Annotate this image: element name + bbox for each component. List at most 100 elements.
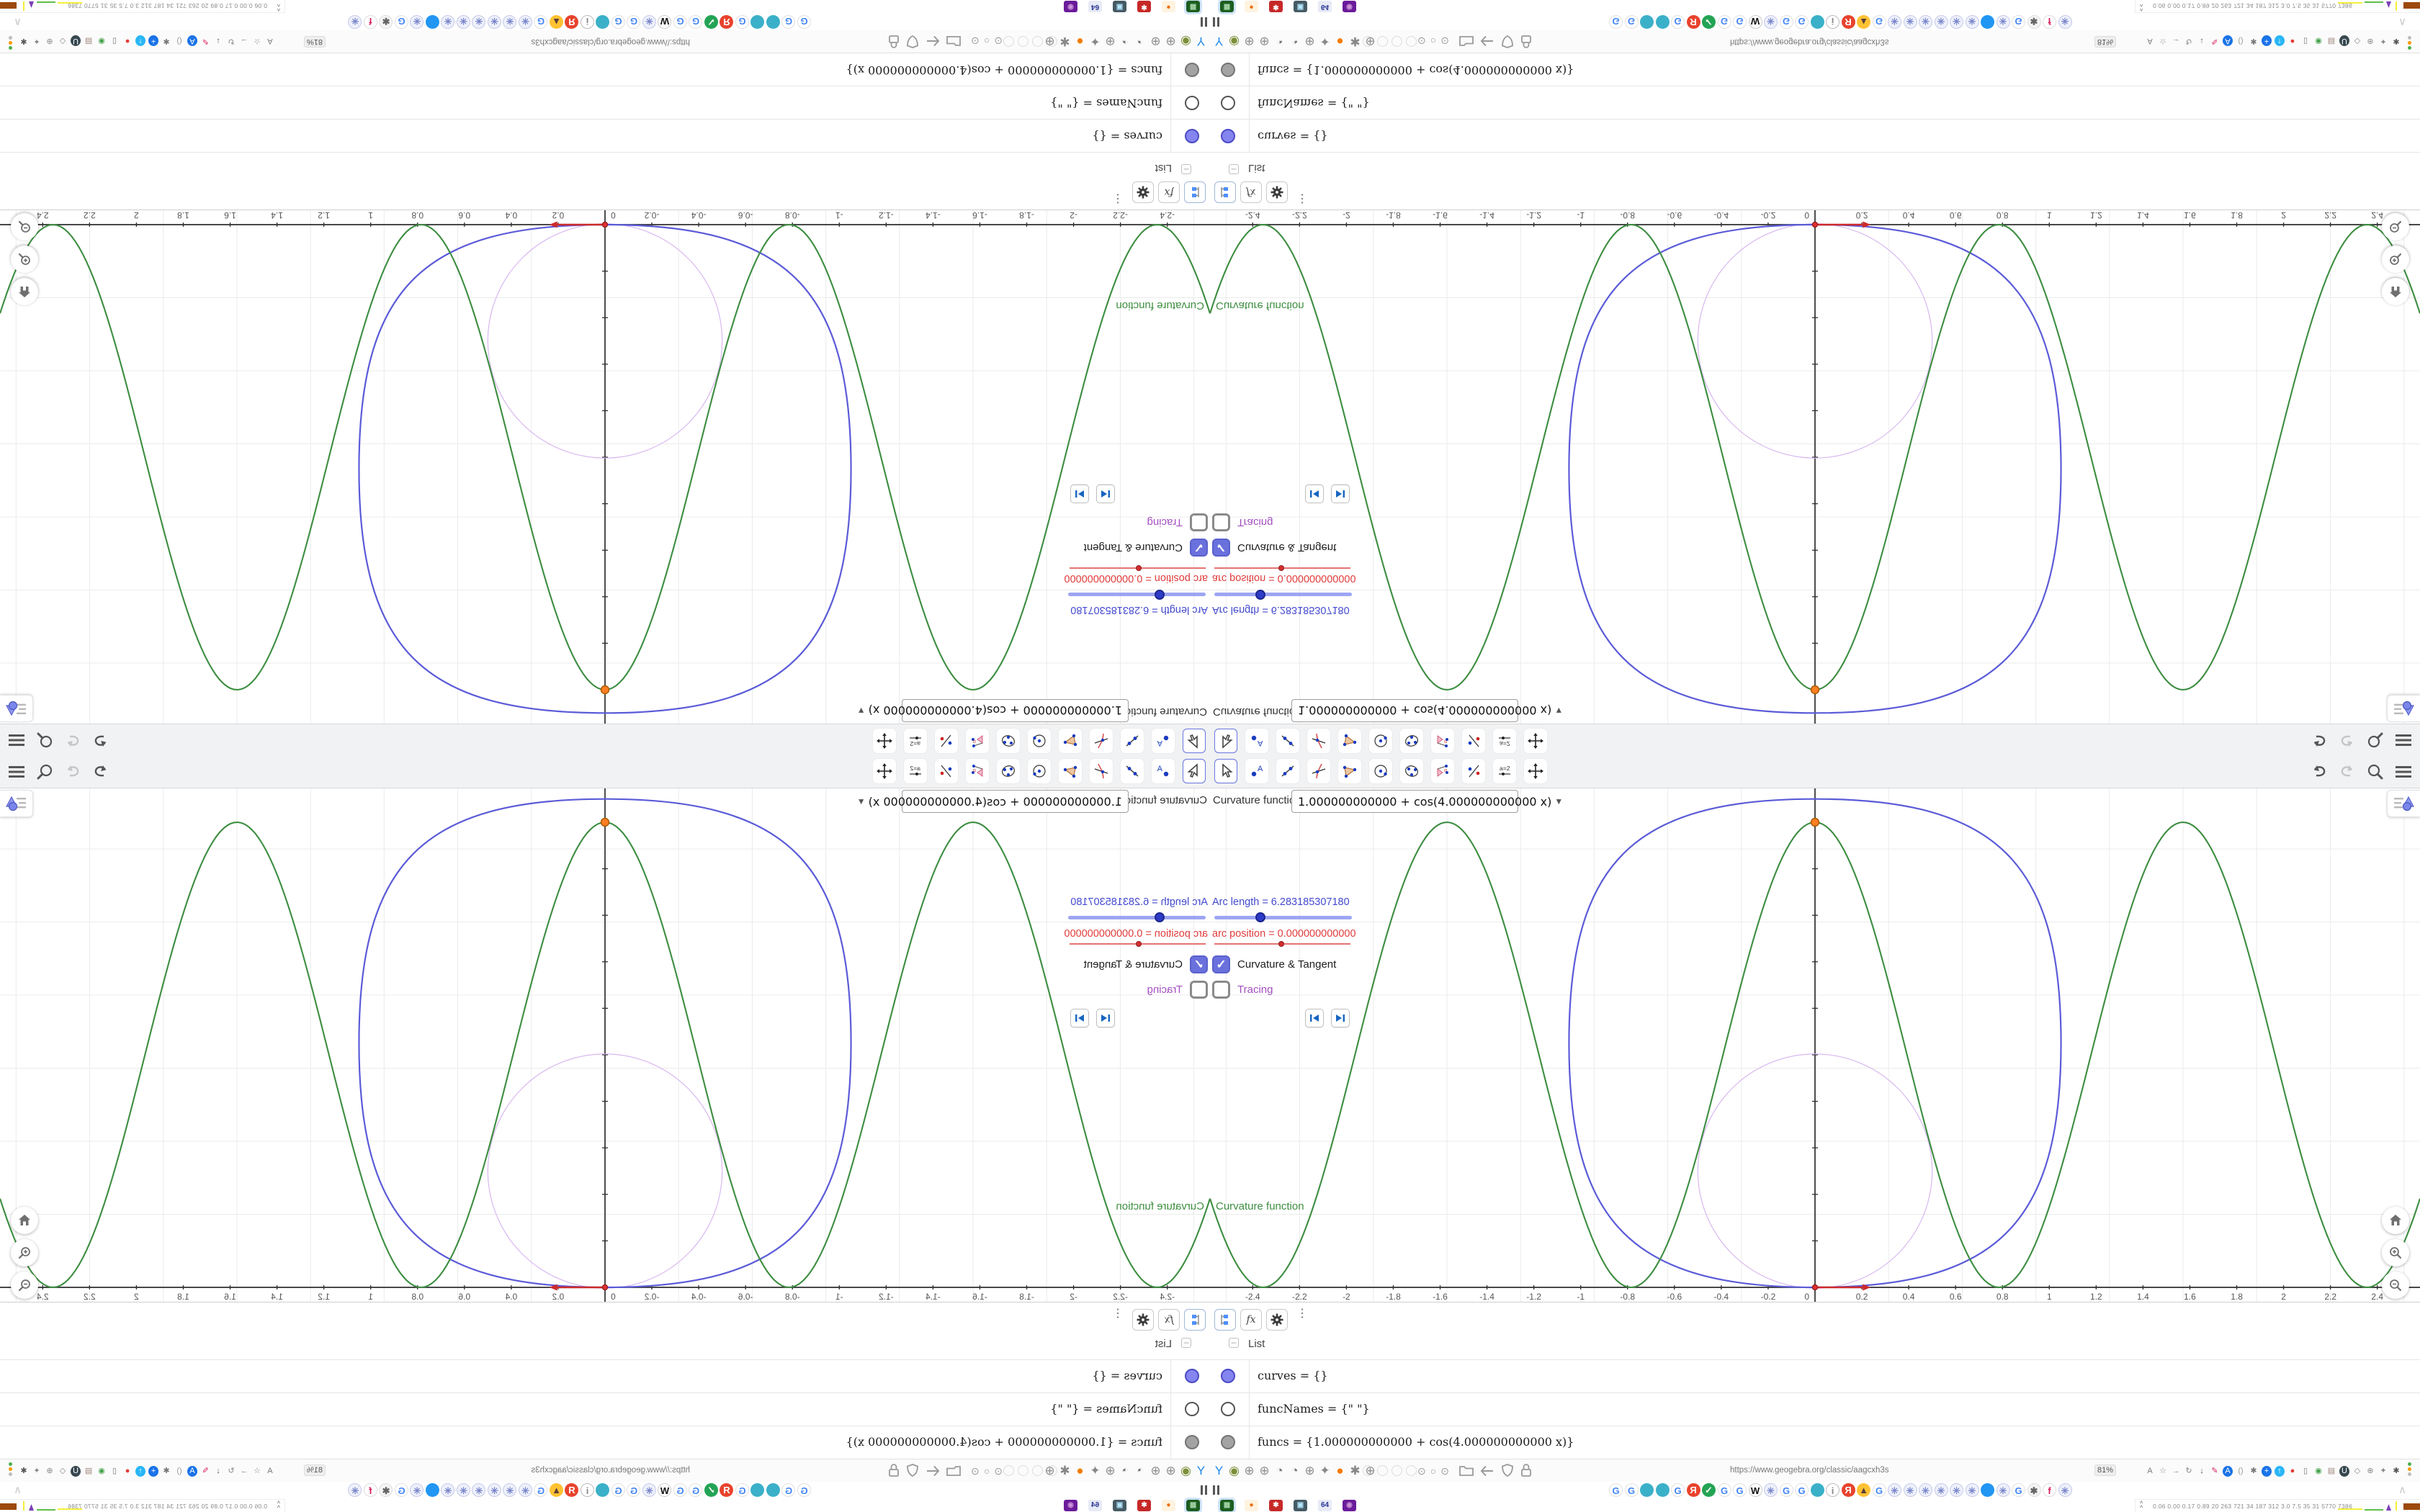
monitor-chevrons-icon[interactable]: ^ ^ — [2140, 1, 2143, 12]
icon[interactable]: ▲ — [550, 1483, 563, 1497]
view-options-card[interactable] — [2387, 695, 2420, 722]
icon[interactable]: ● — [1162, 1500, 1175, 1511]
curvature-closed-curve[interactable] — [358, 798, 852, 1289]
menu-button[interactable] — [2393, 761, 2414, 783]
menu-button[interactable] — [6, 761, 27, 783]
icon[interactable]: ✱ — [2393, 1466, 2400, 1475]
icon[interactable]: + — [2262, 35, 2272, 47]
icon[interactable]: ⊕ — [1244, 1464, 1255, 1477]
menu-button[interactable] — [2393, 729, 2414, 751]
icon[interactable]: ● — [1076, 1464, 1084, 1477]
skip-to-start-button[interactable] — [1305, 1009, 1324, 1027]
icon[interactable]: ✳ — [1996, 1483, 2010, 1497]
icon[interactable]: ◉ — [98, 37, 105, 46]
zoom-search-button[interactable] — [34, 729, 55, 751]
icon[interactable] — [750, 15, 765, 29]
icon[interactable]: ☆ — [254, 37, 261, 46]
tool-tangent-button[interactable] — [1090, 759, 1113, 783]
slider-thumb[interactable] — [1278, 565, 1284, 571]
skip-to-end-button[interactable] — [1070, 485, 1089, 503]
icon[interactable]: A — [2147, 1466, 2153, 1475]
icon[interactable] — [1640, 15, 1654, 29]
graph-canvas[interactable]: -2.4 -2.2 -2 -1.8 -1.6 -1.4 -1.2 -1 -0.8 -0.6 -0.4… — [1210, 210, 2420, 724]
tool-ellipse-button[interactable] — [997, 759, 1020, 783]
icon[interactable] — [426, 1483, 439, 1497]
icon[interactable]: ✦ — [2380, 37, 2387, 46]
icon[interactable]: G — [395, 15, 408, 29]
icon[interactable]: ◉ — [1229, 1464, 1240, 1477]
dropdown-caret-icon[interactable]: ▼ — [856, 706, 866, 716]
icon[interactable]: ◉ — [1064, 1500, 1077, 1511]
tool-move-button[interactable] — [1214, 729, 1237, 753]
icon[interactable] — [596, 1483, 610, 1497]
icon[interactable]: ● — [1245, 1500, 1258, 1511]
zoom-out-button[interactable] — [11, 213, 38, 240]
slider-thumb[interactable] — [1155, 590, 1165, 600]
zoom-in-button[interactable] — [2382, 246, 2409, 273]
icon[interactable]: ✓ — [1702, 15, 1716, 29]
icon[interactable]: ✎ — [202, 1466, 209, 1475]
icon[interactable]: ✎ — [2211, 37, 2218, 46]
icon[interactable]: ● — [125, 37, 130, 46]
tool-slider-button[interactable]: a=2 — [904, 759, 927, 783]
icon[interactable]: ◔ — [1137, 35, 1144, 48]
icon[interactable]: f — [364, 15, 377, 29]
shield-icon[interactable] — [1500, 1463, 1515, 1477]
icon[interactable]: G — [781, 1483, 796, 1497]
icon[interactable]: ✱ — [1059, 35, 1070, 48]
tool-slider-button[interactable]: a=2 — [1493, 729, 1516, 753]
icon[interactable]: ✱ — [2027, 1483, 2041, 1497]
icon[interactable]: G — [1624, 1483, 1639, 1497]
icon[interactable]: ↓ — [2200, 37, 2204, 46]
algebra-row-funcs[interactable]: funcs = {1.000000000000 + cos(4.00000000… — [1210, 53, 2420, 86]
collapse-chevron-icon[interactable]: ∧ — [2398, 16, 2406, 28]
icon[interactable]: U — [2339, 35, 2349, 47]
icon[interactable]: ✓ — [704, 15, 718, 29]
icon[interactable]: ✱ — [1137, 1500, 1151, 1511]
more-options-icon[interactable]: ⋮ — [1112, 1308, 1124, 1320]
icon[interactable]: ✱ — [2027, 15, 2041, 29]
icon[interactable]: 64 — [1088, 1, 1102, 12]
tree-view-button[interactable] — [1214, 181, 1236, 203]
curve-maximum-point[interactable] — [1810, 817, 1820, 827]
tool-ellipse-button[interactable] — [1400, 729, 1423, 753]
tool-circle-button[interactable] — [1369, 759, 1392, 783]
function-input[interactable]: 1.000000000000 + cos(4.000000000000 x) ▼ — [1291, 790, 1563, 813]
icon[interactable]: ✳ — [1996, 15, 2010, 29]
icon[interactable]: ✱ — [1059, 1464, 1070, 1477]
icon[interactable]: A — [2223, 35, 2233, 47]
icon[interactable]: G — [1609, 15, 1623, 29]
arc-position-slider[interactable] — [1035, 564, 1208, 571]
icon[interactable]: ↓ — [2200, 1466, 2204, 1475]
dropdown-caret-icon[interactable]: ▼ — [1554, 796, 1564, 806]
icon[interactable]: ✳ — [488, 1483, 501, 1497]
icon[interactable]: ✱ — [20, 37, 27, 46]
tool-reflect-button[interactable] — [935, 729, 958, 753]
redo-button[interactable] — [62, 729, 84, 751]
icon[interactable] — [1981, 15, 1994, 29]
icon[interactable] — [596, 15, 610, 29]
url-text[interactable]: https://www.geogebra.org/classic/aagcxh3… — [531, 1466, 690, 1475]
tool-polygon-button[interactable] — [1059, 759, 1082, 783]
icon[interactable]: A — [187, 1465, 197, 1477]
curvature-tangent-checkbox[interactable]: ✓ — [1190, 539, 1208, 557]
icon[interactable]: ↑ — [2275, 35, 2285, 47]
arc-position-point[interactable] — [601, 1284, 609, 1291]
lock-icon[interactable] — [1520, 1463, 1533, 1477]
monitor-chevrons-icon[interactable]: ^ ^ — [277, 1500, 280, 1511]
icon[interactable]: ↑ — [135, 1465, 145, 1477]
icon[interactable]: 64 — [1088, 1500, 1102, 1511]
icon[interactable]: ↑ — [135, 35, 145, 47]
icon[interactable]: ◔ — [1276, 1464, 1283, 1477]
algebra-row-funcnames[interactable]: funcNames = {" "} — [0, 1392, 1210, 1426]
icon[interactable]: G — [1717, 15, 1731, 29]
slider-thumb[interactable] — [1278, 941, 1284, 947]
folder-icon[interactable] — [1458, 35, 1474, 49]
visibility-marble[interactable] — [1221, 63, 1235, 77]
algebra-row-curves[interactable]: curves = {} — [1210, 1359, 2420, 1392]
icon[interactable]: G — [2012, 15, 2025, 29]
tool-move-view-button[interactable] — [1524, 759, 1547, 783]
tool-tangent-button[interactable] — [1307, 729, 1330, 753]
icon[interactable]: ● — [1336, 35, 1344, 48]
icon[interactable]: ✱ — [1350, 35, 1361, 48]
